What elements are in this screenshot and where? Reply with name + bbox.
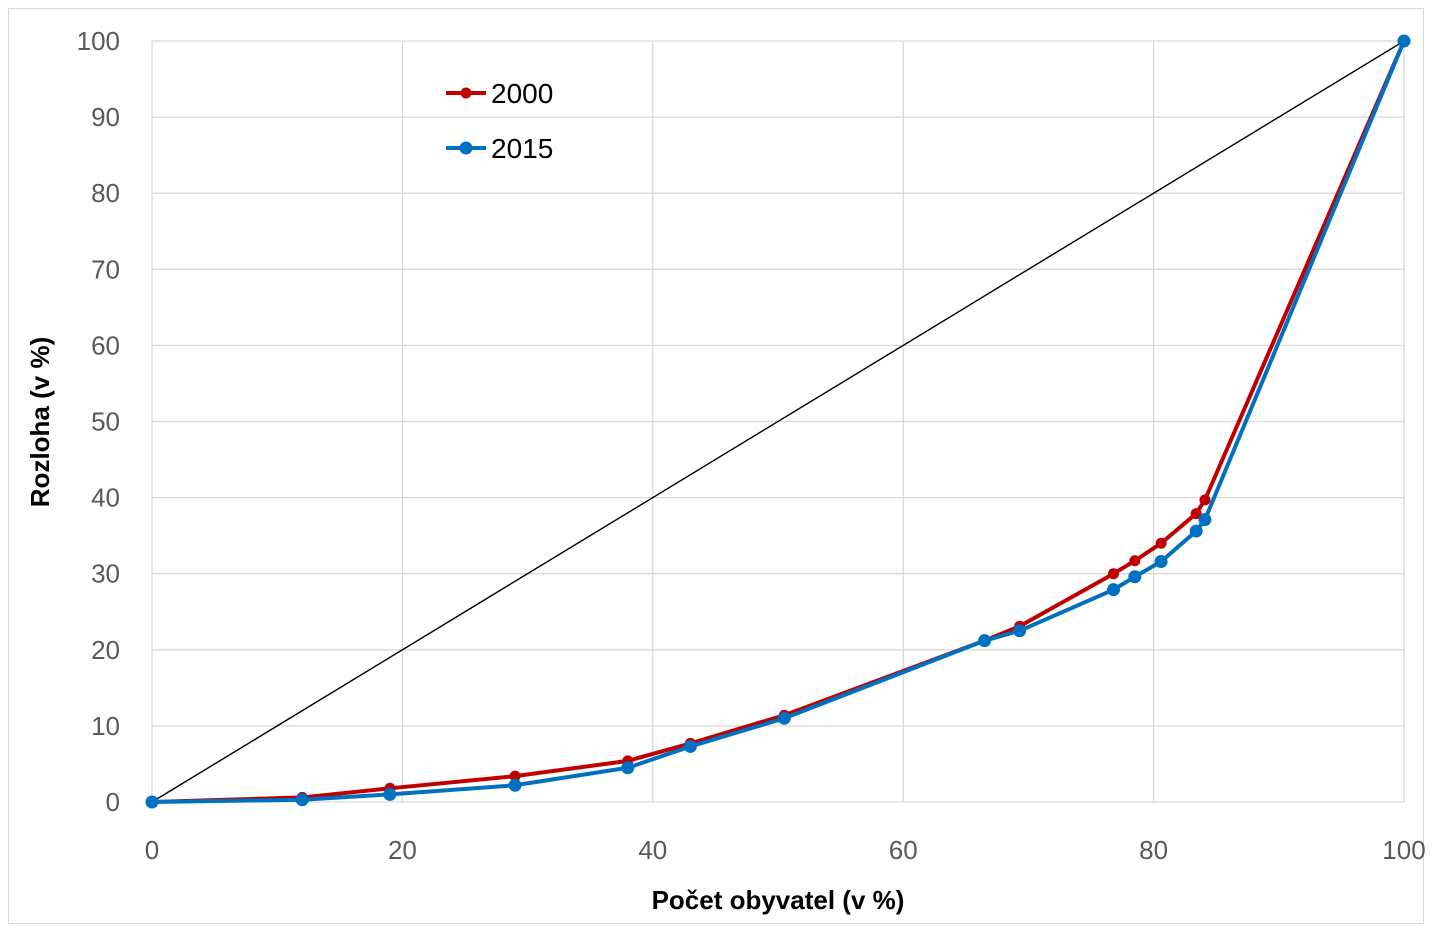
series-layer (145, 34, 1411, 809)
data-point (1128, 570, 1142, 584)
x-axis-title: Počet obyvatel (v %) (652, 885, 905, 915)
legend-marker (459, 141, 473, 155)
data-point (1397, 34, 1411, 48)
y-tick-label: 30 (91, 559, 120, 589)
data-point (145, 795, 159, 809)
y-tick-label: 40 (91, 483, 120, 513)
reference-line-layer (151, 40, 1405, 803)
data-point (508, 778, 522, 792)
data-point (1107, 583, 1121, 597)
data-point (683, 739, 697, 753)
y-tick-label: 20 (91, 635, 120, 665)
data-point (1199, 494, 1211, 506)
legend-item-2000: 2000 (446, 78, 553, 109)
chart-area (8, 8, 1424, 924)
data-point (383, 787, 397, 801)
y-tick-label: 100 (77, 26, 120, 56)
series-2015 (145, 34, 1411, 809)
data-point (295, 793, 309, 807)
y-tick-label: 50 (91, 407, 120, 437)
tick-labels: 0 10 20 30 40 50 60 70 80 90 100 0 20 40 60 80 100 (77, 26, 1426, 865)
data-point (509, 770, 521, 782)
x-tick-label: 80 (1139, 835, 1168, 865)
y-tick-label: 10 (91, 711, 120, 741)
x-tick-label: 0 (145, 835, 159, 865)
legend-marker (460, 87, 472, 99)
data-point (978, 634, 992, 648)
equality-line (151, 40, 1405, 803)
data-point (1198, 513, 1212, 527)
data-point (1129, 555, 1141, 567)
y-tick-label: 60 (91, 330, 120, 360)
data-point (1190, 508, 1202, 520)
data-point (1155, 537, 1167, 549)
y-tick-label: 0 (106, 787, 120, 817)
y-tick-label: 80 (91, 178, 120, 208)
y-tick-label: 90 (91, 102, 120, 132)
data-point (1013, 624, 1027, 638)
legend-label: 2000 (491, 78, 553, 109)
legend-label: 2015 (491, 133, 553, 164)
legend-item-2015: 2015 (446, 133, 553, 164)
x-tick-label: 60 (889, 835, 918, 865)
gridlines (151, 40, 1405, 803)
y-axis-title: Rozloha (v %) (25, 337, 55, 507)
x-tick-label: 40 (638, 835, 667, 865)
data-point (777, 711, 791, 725)
data-point (1154, 555, 1168, 569)
y-tick-label: 70 (91, 254, 120, 284)
x-tick-label: 20 (388, 835, 417, 865)
data-point (621, 761, 635, 775)
legend: 2000 2015 (446, 78, 553, 164)
data-point (1189, 524, 1203, 538)
data-point (1108, 568, 1120, 580)
x-tick-label: 100 (1382, 835, 1425, 865)
